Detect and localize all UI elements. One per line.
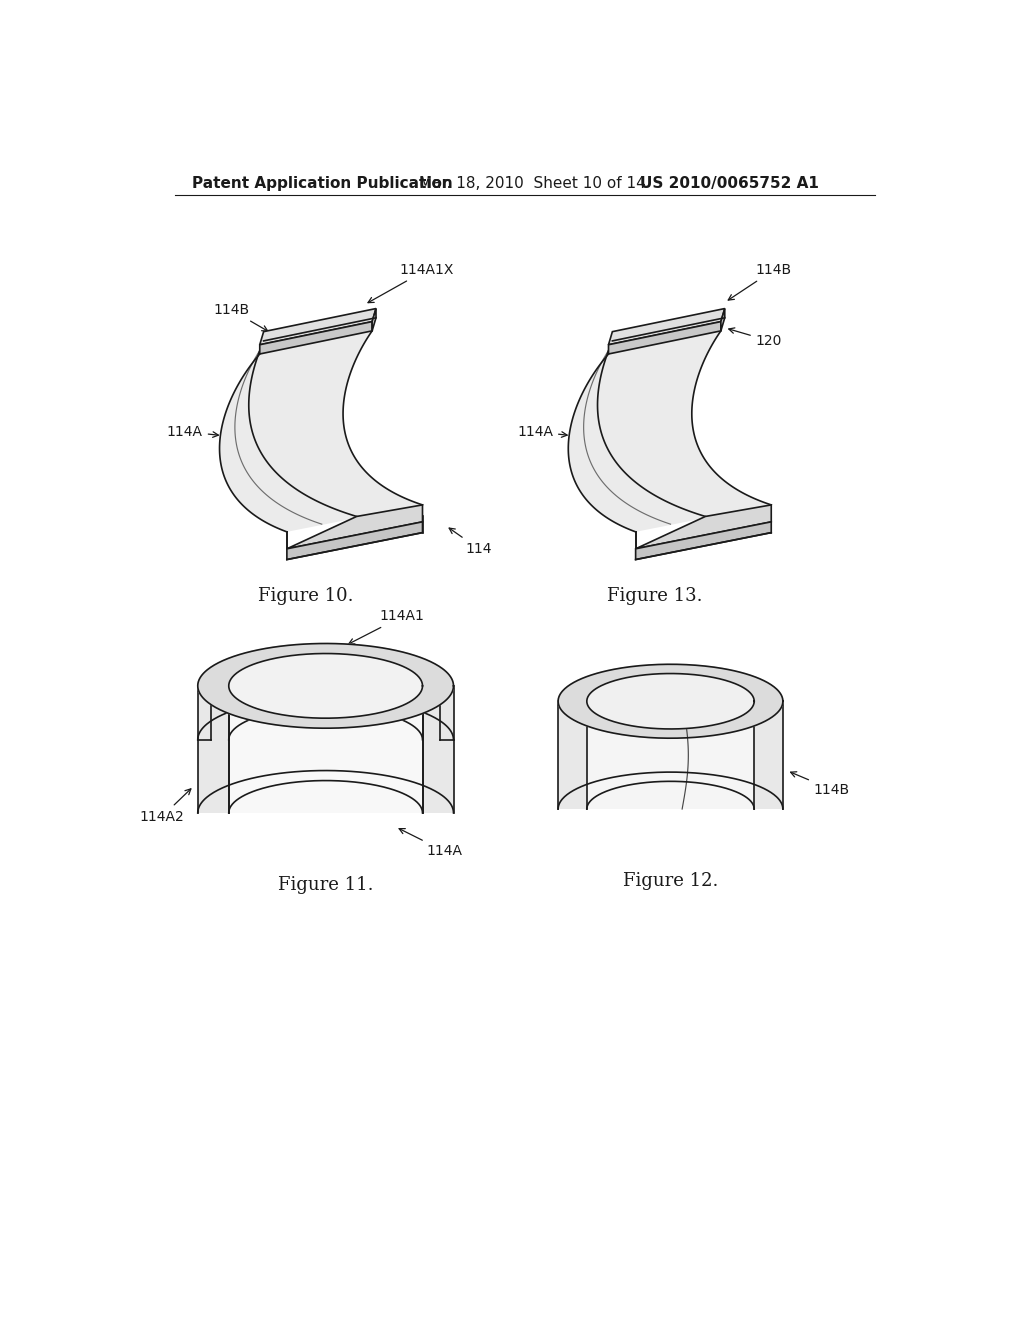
Text: Patent Application Publication: Patent Application Publication (191, 176, 453, 190)
Text: 120: 120 (729, 327, 782, 347)
Polygon shape (372, 309, 376, 331)
Text: 114A1: 114A1 (349, 610, 425, 644)
Polygon shape (228, 686, 423, 813)
Polygon shape (587, 701, 755, 809)
Text: Figure 10.: Figure 10. (258, 587, 354, 605)
Polygon shape (608, 309, 725, 345)
Polygon shape (558, 664, 783, 738)
Polygon shape (198, 644, 454, 729)
Polygon shape (219, 331, 423, 532)
Text: 114A: 114A (399, 829, 463, 858)
Text: Figure 12.: Figure 12. (623, 873, 718, 890)
Polygon shape (228, 653, 423, 718)
Polygon shape (249, 331, 423, 516)
Text: 114B: 114B (791, 772, 850, 797)
Text: 114A: 114A (517, 425, 567, 438)
Text: 114A1X: 114A1X (368, 263, 454, 302)
Polygon shape (608, 322, 721, 354)
Polygon shape (287, 521, 423, 560)
Text: Figure 11.: Figure 11. (278, 876, 374, 894)
Polygon shape (198, 686, 454, 813)
Polygon shape (558, 701, 783, 809)
Polygon shape (721, 309, 725, 331)
Text: 114: 114 (450, 528, 492, 556)
Polygon shape (568, 331, 771, 532)
Text: 114B: 114B (728, 263, 792, 300)
Text: 114A2: 114A2 (139, 789, 190, 824)
Polygon shape (260, 322, 372, 354)
Text: Figure 13.: Figure 13. (607, 587, 702, 605)
Text: 114A: 114A (167, 425, 218, 438)
Text: 114B: 114B (213, 304, 267, 331)
Text: Mar. 18, 2010  Sheet 10 of 14: Mar. 18, 2010 Sheet 10 of 14 (419, 176, 645, 190)
Polygon shape (636, 506, 771, 549)
Text: US 2010/0065752 A1: US 2010/0065752 A1 (640, 176, 818, 190)
Polygon shape (260, 309, 376, 345)
Polygon shape (287, 506, 423, 549)
Polygon shape (598, 331, 771, 516)
Polygon shape (587, 673, 755, 729)
Polygon shape (636, 521, 771, 560)
